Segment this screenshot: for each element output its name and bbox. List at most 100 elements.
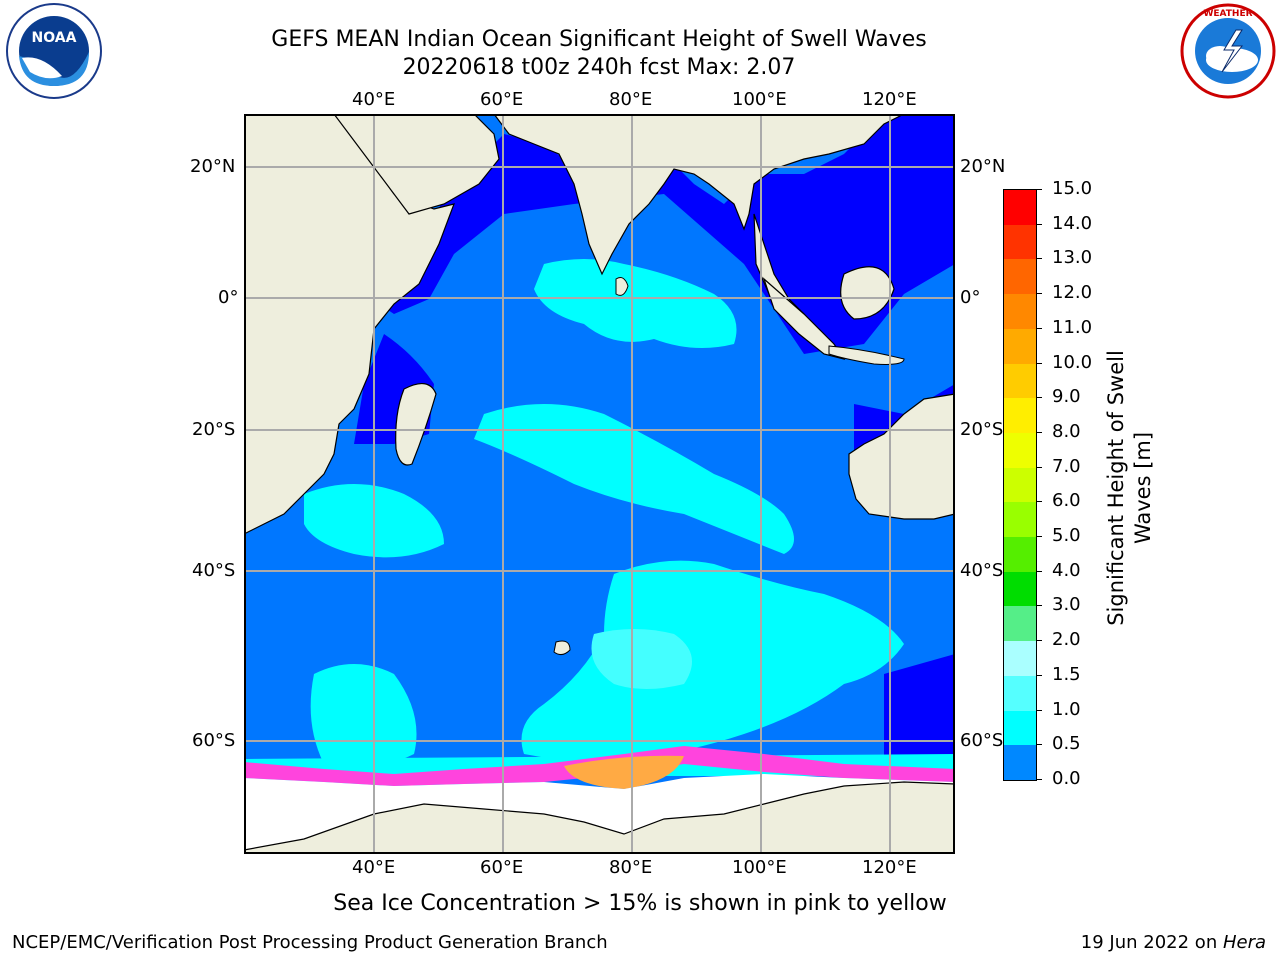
footer-date: 19 Jun 2022 on Hera	[1081, 932, 1266, 953]
sea-ice-note: Sea Ice Concentration > 15% is shown in …	[333, 891, 947, 916]
colorbar-label-line2: Waves [m]	[1131, 431, 1155, 545]
swell-band-central	[474, 404, 794, 554]
colorbar	[1003, 189, 1037, 781]
colorbar-tick-label: 1.5	[1052, 663, 1081, 685]
svg-text:WEATHER: WEATHER	[1203, 9, 1252, 19]
map-graticule	[244, 114, 955, 854]
colorbar-segment	[1004, 363, 1036, 399]
colorbar-tick-mark	[1036, 570, 1042, 572]
colorbar-tick-mark	[1036, 744, 1042, 746]
lat-tick-left: 40°S	[192, 560, 236, 581]
colorbar-tick-label: 7.0	[1052, 455, 1081, 477]
colorbar-tick-label: 2.0	[1052, 629, 1081, 651]
colorbar-tick-mark	[1036, 709, 1042, 711]
colorbar-tick-mark	[1036, 327, 1042, 329]
colorbar-tick-mark	[1036, 640, 1042, 642]
colorbar-tick-mark	[1036, 223, 1042, 225]
lat-tick-left: 20°N	[190, 156, 236, 177]
lat-tick-left: 20°S	[192, 419, 236, 440]
colorbar-tick-mark	[1036, 536, 1042, 538]
lat-tick-left: 60°S	[192, 730, 236, 751]
swell-band-north	[534, 259, 737, 348]
colorbar-tick-mark	[1036, 779, 1042, 780]
colorbar-tick-label: 1.0	[1052, 698, 1081, 720]
colorbar-segment	[1004, 190, 1036, 226]
antarctica-land	[244, 781, 955, 854]
colorbar-tick-label: 6.0	[1052, 490, 1081, 512]
nws-logo: WEATHER	[1180, 3, 1276, 99]
colorbar-tick-label: 5.0	[1052, 525, 1081, 547]
colorbar-segment	[1004, 259, 1036, 295]
colorbar-tick-mark	[1036, 258, 1042, 260]
colorbar-segment	[1004, 294, 1036, 330]
swell-height-map	[244, 114, 955, 854]
lon-tick-top: 120°E	[862, 89, 917, 110]
colorbar-ticks: 15.0 14.0 13.0 12.0 11.0 10.0 9.0 8.0 7.0 6.0 5.0 4…	[1036, 178, 1096, 789]
asia-land	[493, 114, 955, 276]
lon-tick-bottom: 120°E	[862, 857, 917, 878]
colorbar-tick-mark	[1036, 605, 1042, 607]
lat-tick-right: 20°N	[960, 156, 1006, 177]
footer-branch: NCEP/EMC/Verification Post Processing Pr…	[12, 932, 608, 953]
colorbar-segment	[1004, 571, 1036, 607]
colorbar-tick-label: 0.5	[1052, 733, 1081, 755]
colorbar-segment	[1004, 710, 1036, 746]
noaa-logo: NOAA	[6, 3, 102, 99]
map-title: GEFS MEAN Indian Ocean Significant Heigh…	[271, 27, 927, 52]
lon-tick-top: 60°E	[480, 89, 524, 110]
colorbar-segment	[1004, 224, 1036, 260]
lon-tick-bottom: 60°E	[480, 857, 524, 878]
colorbar-tick-mark	[1036, 397, 1042, 399]
colorbar-tick-label: 13.0	[1052, 247, 1093, 269]
colorbar-tick-label: 8.0	[1052, 420, 1081, 442]
lon-tick-top: 100°E	[732, 89, 787, 110]
colorbar-segment	[1004, 675, 1036, 712]
colorbar-tick-label: 3.0	[1052, 594, 1081, 616]
lat-tick-left: 0°	[218, 287, 239, 308]
footer-host: Hera	[1222, 932, 1266, 953]
lat-tick-right: 40°S	[960, 560, 1004, 581]
colorbar-tick-label: 14.0	[1052, 212, 1093, 234]
australia-land	[848, 393, 955, 520]
colorbar-segment	[1004, 745, 1036, 781]
lon-tick-bottom: 100°E	[732, 857, 787, 878]
lat-tick-right: 60°S	[960, 730, 1004, 751]
colorbar-tick-mark	[1036, 501, 1042, 503]
colorbar-tick-label: 11.0	[1052, 316, 1093, 338]
colorbar-tick-label: 9.0	[1052, 386, 1081, 408]
colorbar-segment	[1004, 606, 1036, 642]
colorbar-segment	[1004, 432, 1036, 469]
noaa-logo-text: NOAA	[32, 30, 77, 46]
map-subtitle: 20220618 t00z 240h fcst Max: 2.07	[402, 55, 796, 80]
low-swell-region	[364, 114, 955, 354]
colorbar-label-line1: Significant Height of Swell	[1104, 350, 1128, 626]
map-frame	[244, 114, 955, 854]
lat-tick-right: 0°	[960, 287, 981, 308]
colorbar-tick-label: 12.0	[1052, 282, 1093, 304]
lon-tick-bottom: 80°E	[609, 857, 653, 878]
borneo-land	[840, 266, 895, 320]
colorbar-segment	[1004, 328, 1036, 365]
lat-tick-right: 20°S	[960, 419, 1004, 440]
colorbar-tick-label: 4.0	[1052, 559, 1081, 581]
colorbar-segment	[1004, 502, 1036, 538]
colorbar-segment	[1004, 467, 1036, 503]
colorbar-tick-label: 10.0	[1052, 351, 1093, 373]
colorbar-tick-label: 0.0	[1052, 768, 1081, 789]
colorbar-tick-mark	[1036, 466, 1042, 468]
swell-band-south	[521, 560, 904, 761]
colorbar-tick-label: 15.0	[1052, 178, 1093, 199]
footer-date-text: 19 Jun 2022 on	[1080, 932, 1223, 953]
colorbar-tick-mark	[1036, 189, 1042, 190]
colorbar-segment	[1004, 398, 1036, 434]
lon-tick-top: 80°E	[609, 89, 653, 110]
lon-tick-top: 40°E	[352, 89, 396, 110]
colorbar-tick-mark	[1036, 293, 1042, 295]
colorbar-segment	[1004, 641, 1036, 677]
arabia-land	[333, 114, 500, 215]
colorbar-tick-mark	[1036, 674, 1042, 676]
colorbar-tick-mark	[1036, 431, 1042, 433]
colorbar-segment	[1004, 537, 1036, 573]
lon-tick-bottom: 40°E	[352, 857, 396, 878]
colorbar-tick-mark	[1036, 362, 1042, 364]
